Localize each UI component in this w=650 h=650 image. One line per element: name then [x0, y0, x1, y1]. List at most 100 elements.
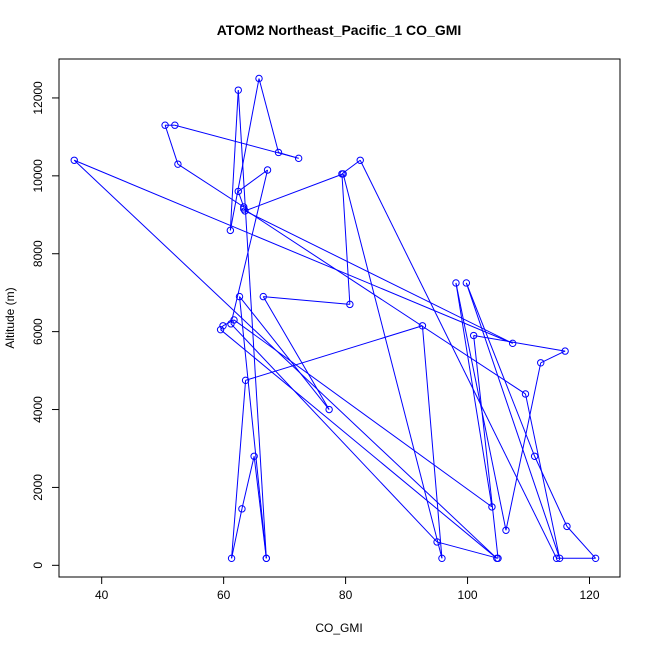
series-line-segment: [473, 335, 499, 559]
series-line-segment: [455, 282, 507, 531]
x-tick-label: 100: [458, 588, 478, 602]
series-line-segment: [230, 169, 269, 324]
data-point: [508, 339, 517, 348]
series-line-segment: [465, 282, 561, 559]
series-line-segment: [177, 163, 245, 208]
data-point: [70, 156, 78, 164]
data-point: [356, 156, 364, 164]
y-tick-label: 0: [31, 562, 45, 569]
data-point: [230, 316, 238, 324]
series-line-segment: [237, 169, 268, 192]
data-point: [226, 226, 235, 235]
data-point: [561, 347, 569, 355]
series-line-segment: [524, 393, 561, 559]
data-point: [274, 148, 283, 157]
x-tick-label: 80: [339, 588, 353, 602]
series-points: [70, 74, 600, 563]
data-point: [255, 74, 263, 83]
series-line-segment: [220, 325, 224, 330]
data-point: [452, 279, 460, 287]
series-line-segment: [73, 159, 498, 559]
data-point: [241, 207, 249, 215]
data-point: [174, 160, 182, 168]
series-line-segment: [231, 508, 243, 559]
series-line-segment: [566, 526, 596, 559]
series-line-segment: [164, 125, 179, 165]
series-line-segment: [230, 323, 438, 543]
series-line-segment: [239, 296, 330, 410]
x-axis-label: CO_GMI: [315, 621, 362, 635]
series-line-segment: [229, 78, 260, 231]
y-tick-label: 4000: [31, 396, 45, 423]
series-line-segment: [241, 456, 255, 509]
data-point: [338, 170, 346, 178]
data-point: [219, 322, 227, 330]
data-point: [262, 554, 271, 563]
x-tick-label: 120: [579, 588, 599, 602]
data-point: [234, 86, 242, 94]
data-point: [259, 292, 267, 301]
series-line-segment: [258, 78, 280, 153]
data-point: [161, 121, 169, 129]
series-line-segment: [174, 124, 299, 159]
data-point: [591, 554, 600, 563]
series-line-segment: [74, 159, 513, 344]
y-tick-label: 8000: [31, 240, 45, 267]
series-line-segment: [263, 296, 350, 305]
data-point: [418, 322, 427, 330]
data-point: [346, 300, 354, 309]
data-point: [238, 505, 246, 513]
series-line-segment: [243, 208, 526, 395]
y-tick-label: 6000: [31, 318, 45, 345]
data-point: [462, 279, 471, 287]
data-point: [493, 554, 501, 563]
y-tick-label: 12000: [31, 81, 45, 115]
series-line-segment: [436, 541, 499, 559]
data-point: [241, 376, 250, 385]
data-point: [234, 187, 242, 196]
series-line-segment: [262, 296, 330, 410]
data-point: [240, 205, 248, 213]
data-point: [502, 526, 510, 534]
data-point: [294, 154, 303, 163]
series-line-segment: [237, 191, 245, 208]
data-point: [216, 325, 225, 334]
series-line-segment: [540, 350, 566, 364]
series-line-segment: [505, 362, 542, 531]
y-tick-label: 10000: [31, 159, 45, 193]
series-line-segment: [244, 210, 513, 344]
data-point: [488, 503, 496, 511]
series-line-segment: [220, 329, 498, 559]
series-line-segment: [359, 160, 558, 559]
x-tick-label: 40: [95, 588, 109, 602]
data-point: [438, 554, 446, 563]
data-point: [537, 359, 545, 367]
data-point: [433, 538, 441, 546]
data-point: [530, 452, 539, 460]
series-line-segment: [229, 90, 239, 231]
series-line-segment: [244, 173, 344, 212]
data-point: [563, 522, 571, 531]
data-point: [555, 554, 564, 563]
series-line-segment: [238, 296, 267, 559]
series-line-segment: [231, 380, 247, 559]
plot-frame: [58, 58, 621, 578]
series-line-segment: [473, 335, 566, 352]
x-axis: 40 60 80 100 120: [95, 576, 600, 602]
data-point: [469, 331, 478, 340]
series-line-segment: [245, 325, 423, 381]
data-point: [250, 452, 258, 460]
series-line-segment: [421, 325, 443, 559]
data-point: [263, 166, 272, 174]
chart-title: ATOM2 Northeast_Pacific_1 CO_GMI: [217, 22, 462, 38]
series-line-segment: [342, 173, 443, 559]
y-axis-label: Altitude (m): [3, 287, 17, 348]
data-point: [171, 121, 179, 129]
y-axis: 0 2000 4000 6000 8000 10000 12000: [31, 81, 60, 569]
x-tick-label: 60: [217, 588, 231, 602]
data-point: [325, 405, 333, 414]
series-line-segment: [534, 456, 568, 527]
series-line-segment: [455, 282, 493, 507]
series-lines: [73, 78, 596, 559]
